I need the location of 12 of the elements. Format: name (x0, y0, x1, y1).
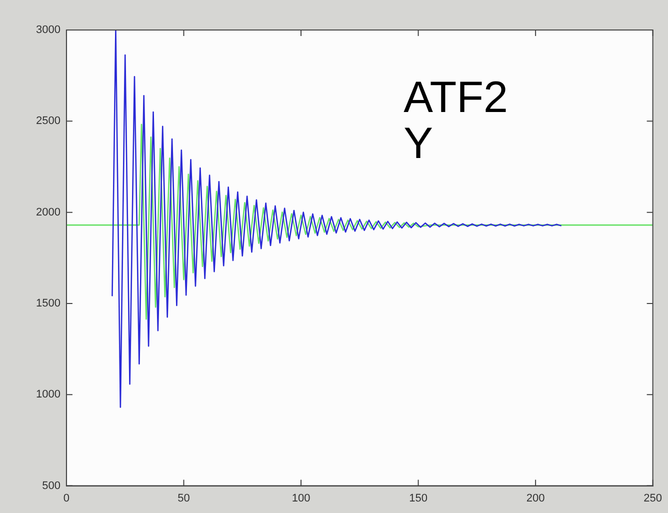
x-tick-label: 50 (178, 492, 190, 504)
x-tick-label: 200 (526, 492, 545, 504)
x-tick-label: 250 (644, 492, 662, 504)
y-tick-label: 500 (42, 480, 60, 492)
y-tick-label: 3000 (36, 24, 60, 36)
y-tick-label: 1500 (36, 298, 60, 310)
x-tick-label: 100 (292, 492, 310, 504)
y-tick-label: 2000 (36, 206, 60, 218)
x-tick-label: 0 (63, 492, 70, 504)
x-tick-label: 150 (409, 492, 428, 504)
y-tick-label: 2500 (36, 115, 60, 128)
y-tick-label: 1000 (36, 388, 60, 401)
